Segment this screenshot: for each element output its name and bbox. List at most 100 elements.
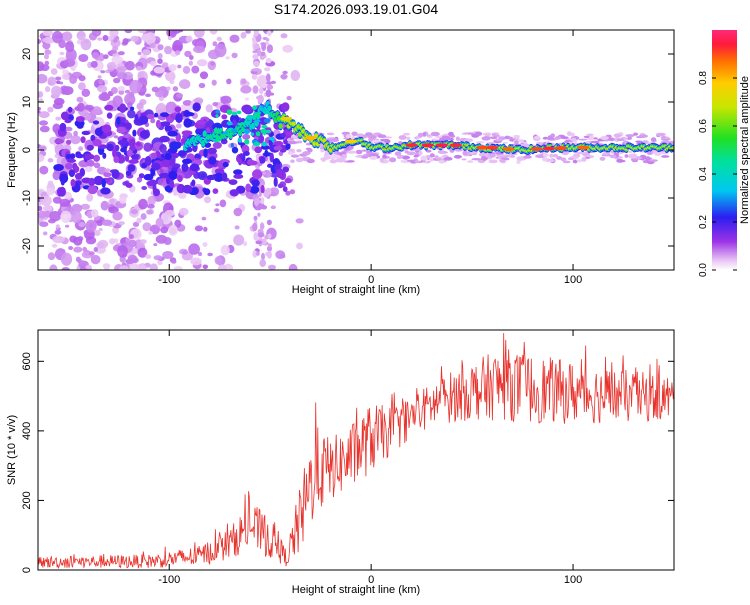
noise-blob [420,155,428,161]
noise-blob [233,169,243,175]
noise-blob [608,137,615,142]
noise-blob [86,144,94,151]
noise-blob [233,234,245,246]
noise-blob [196,119,207,125]
noise-blob [42,30,54,37]
noise-blob [124,89,131,94]
ridge-cell [215,136,222,142]
noise-blob [208,156,217,165]
colorbar-tick-label: 0.0 [698,263,709,277]
noise-blob [165,101,177,114]
noise-blob [534,135,540,140]
noise-blob [46,187,54,196]
noise-blob [65,41,75,53]
noise-blob [254,146,262,154]
noise-blob [217,264,227,270]
noise-blob [77,123,84,129]
noise-blob [438,150,448,154]
noise-blob [377,134,387,138]
noise-blob [66,158,77,163]
noise-blob [266,219,272,226]
noise-blob [240,85,252,94]
noise-blob [319,143,324,148]
noise-blob [269,187,280,197]
noise-blob [163,237,172,245]
noise-blob [185,35,193,43]
ridge-cell [215,129,220,135]
noise-blob [109,30,119,38]
noise-blob [52,235,65,244]
noise-blob [542,136,549,140]
noise-blob [130,208,138,215]
noise-blob [154,90,165,98]
noise-blob [61,73,70,80]
noise-blob [139,130,150,139]
noise-blob [251,179,260,187]
noise-blob [222,161,229,168]
noise-blob [38,210,47,219]
noise-blob [265,89,272,98]
noise-blob [296,242,303,250]
noise-blob [38,73,48,84]
noise-blob [429,157,434,163]
noise-blob [164,152,172,160]
noise-blob [491,133,497,137]
ridge-cell [231,111,238,116]
noise-blob [245,30,251,34]
noise-blob [65,224,70,228]
noise-blob [141,33,153,42]
noise-blob [253,215,258,221]
noise-blob [173,266,183,270]
noise-blob [64,118,72,124]
noise-blob [438,159,445,164]
noise-blob [547,158,555,163]
noise-blob [39,165,49,175]
noise-blob [42,231,48,236]
noise-blob [61,31,73,42]
noise-blob [116,66,127,73]
noise-blob [103,54,109,60]
noise-blob [282,70,288,75]
noise-blob [253,232,258,241]
noise-blob [165,71,176,82]
noise-blob [184,112,195,117]
ridge-hotspot [502,147,515,151]
noise-blob [331,138,339,142]
noise-blob [661,135,667,139]
noise-blob [583,135,590,139]
noise-blob [164,45,172,55]
noise-blob [41,38,48,42]
noise-blob [130,154,139,160]
ridge-cell [237,122,241,126]
ridge-cell [231,128,238,134]
noise-blob [504,135,511,140]
noise-blob [58,186,66,197]
noise-blob [263,189,270,198]
noise-blob [172,40,183,53]
x-tick-label: 100 [564,574,582,586]
noise-blob [120,117,127,123]
ridge-cell [278,123,283,128]
y-tick-label: 0 [21,147,33,153]
ridge-cell [267,106,272,111]
noise-blob [167,130,178,137]
noise-blob [517,139,525,143]
snr-x-label: Height of straight line (km) [292,584,420,596]
noise-blob [181,163,189,173]
x-tick-label: 100 [564,274,582,286]
ridge-cell [245,120,249,126]
noise-blob [59,122,67,132]
noise-blob [286,95,292,101]
noise-blob [38,153,45,163]
noise-blob [112,211,123,221]
noise-blob [616,159,626,163]
noise-blob [345,134,352,139]
noise-blob [93,247,99,252]
y-tick-label: 200 [21,491,33,509]
noise-blob [417,132,424,138]
ridge-cell [250,124,254,129]
noise-blob [624,154,629,158]
noise-blob [120,147,127,153]
noise-blob [151,162,161,171]
noise-blob [115,144,120,152]
